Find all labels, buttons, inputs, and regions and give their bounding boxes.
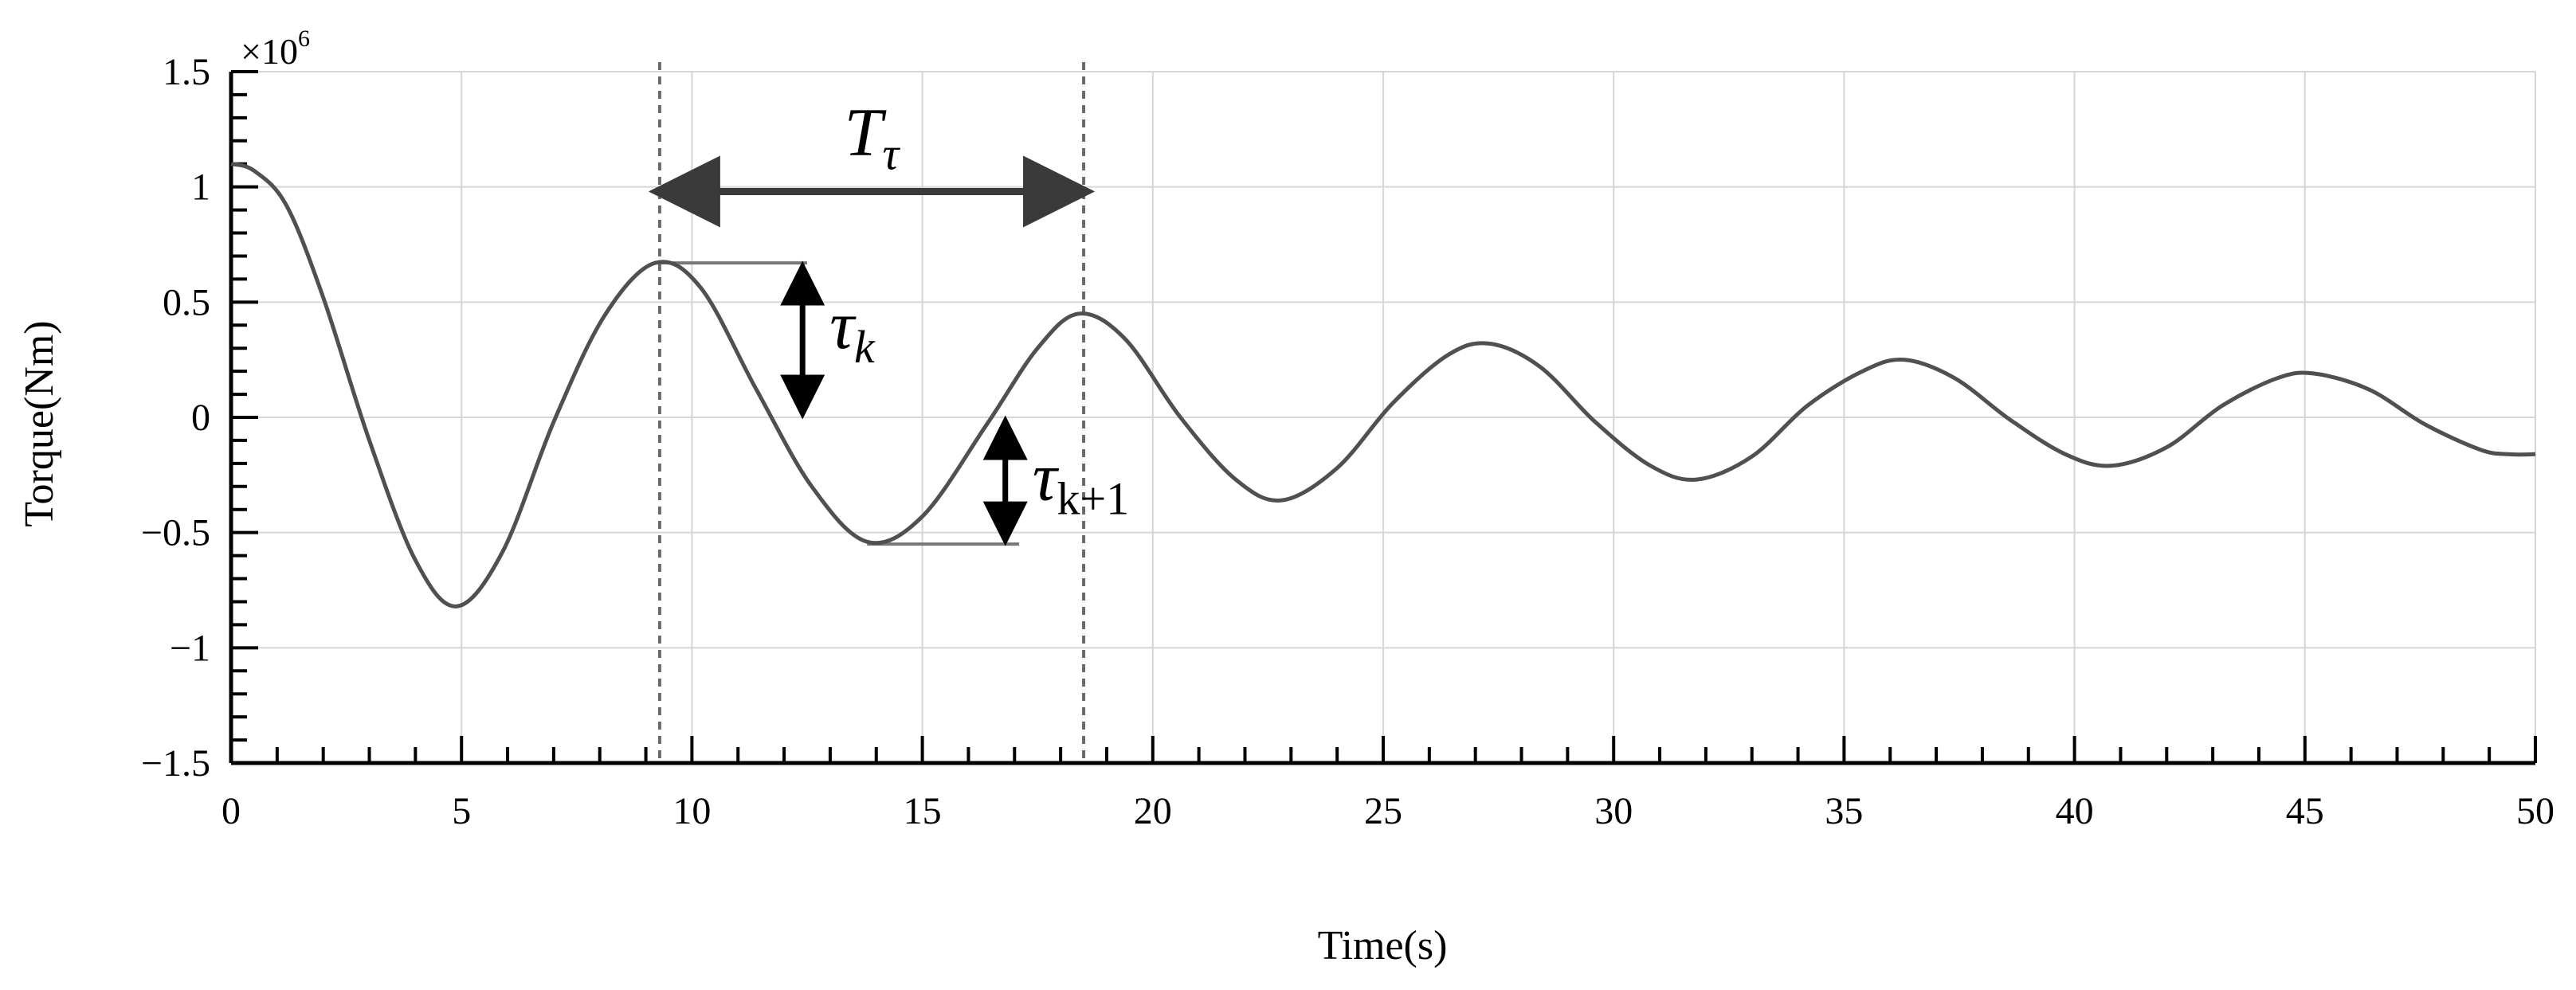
tau-k1-label-main: τ <box>1033 439 1060 515</box>
torque-series-line <box>230 162 2536 608</box>
y-tick-label: 1 <box>191 166 210 209</box>
x-tick-label: 10 <box>672 790 711 832</box>
x-tick-label: 30 <box>1594 790 1633 832</box>
y-multiplier-base: ×10 <box>241 31 298 72</box>
x-tick-label: 5 <box>452 790 471 832</box>
tau-k1-label: τk+1 <box>1033 439 1130 525</box>
y-tick-labels: −1.5 −1 −0.5 0 0.5 1 1.5 <box>141 51 210 785</box>
x-tick-label: 40 <box>2056 790 2094 832</box>
x-tick-label: 20 <box>1134 790 1172 832</box>
y-multiplier-label: ×106 <box>241 25 310 72</box>
x-tick-label: 25 <box>1364 790 1402 832</box>
grid-lines <box>231 71 2536 763</box>
y-tick-label: −1 <box>170 627 210 669</box>
x-tick-label: 0 <box>222 790 241 832</box>
axes <box>229 72 2535 765</box>
period-label-main: T <box>845 93 887 170</box>
annotations: Tτ τk τk+1 <box>648 62 1130 763</box>
x-tick-label: 50 <box>2516 790 2554 832</box>
tau-k-label-sub: k <box>854 321 876 373</box>
x-tick-labels: 0 5 10 15 20 25 30 35 40 45 50 <box>222 790 2554 832</box>
period-label-sub: τ <box>883 127 901 179</box>
y-tick-label: −1.5 <box>141 742 210 785</box>
period-label: Tτ <box>845 93 901 179</box>
x-axis-title: Time(s) <box>1318 923 1448 968</box>
y-multiplier-exponent: 6 <box>298 25 310 52</box>
x-tick-label: 45 <box>2286 790 2324 832</box>
y-tick-label: 0 <box>191 397 210 439</box>
y-axis-title: Torque(Nm) <box>17 320 62 526</box>
x-tick-label: 35 <box>1825 790 1863 832</box>
tau-k-label: τk <box>829 287 876 373</box>
tau-k1-label-sub: k+1 <box>1057 473 1129 525</box>
x-tick-label: 15 <box>904 790 942 832</box>
minor-ticks <box>229 70 2537 765</box>
y-tick-label: −0.5 <box>141 512 210 554</box>
y-tick-label: 0.5 <box>163 281 210 323</box>
tau-k-label-main: τ <box>829 287 857 363</box>
y-tick-label: 1.5 <box>163 51 210 93</box>
